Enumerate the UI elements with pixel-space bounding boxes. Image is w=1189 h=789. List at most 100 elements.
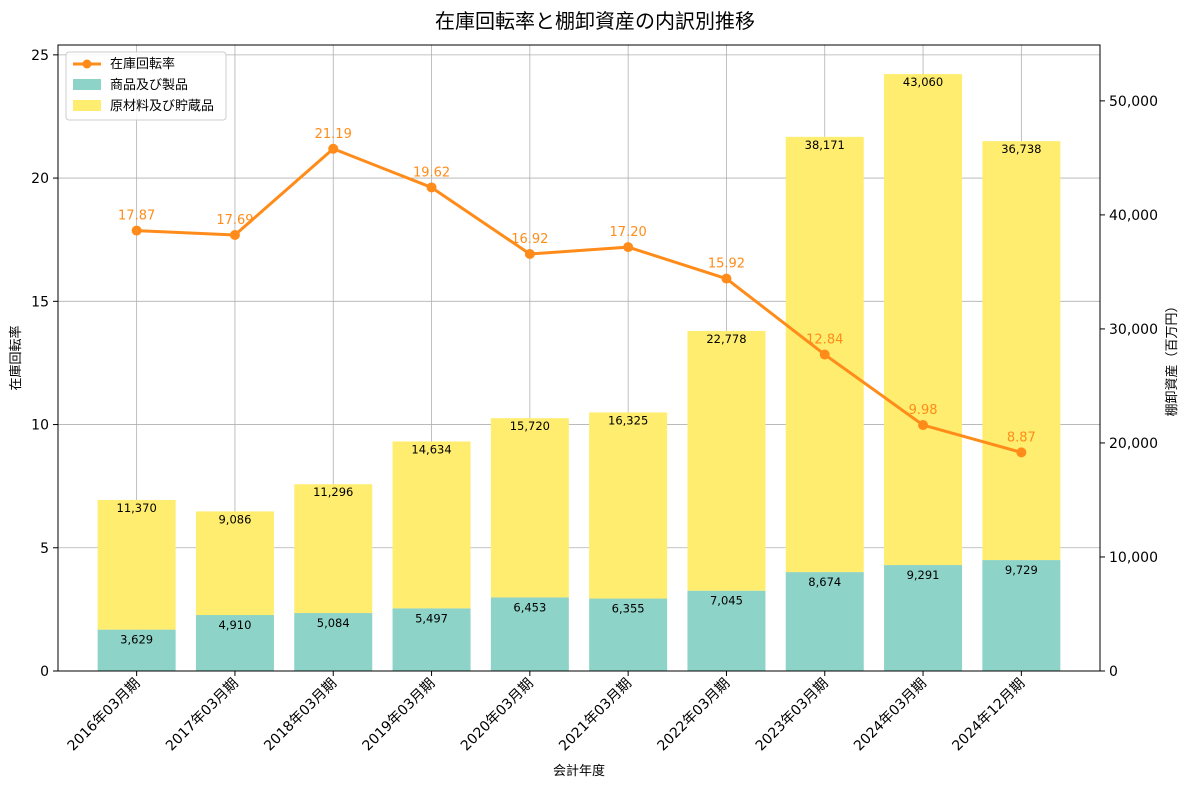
- x-tick-label: 2022年03月期: [654, 676, 733, 755]
- y-left-tick-label: 25: [31, 48, 49, 64]
- x-tick-label: 2023年03月期: [753, 676, 832, 755]
- bar-segment-materials: [294, 484, 373, 614]
- bar-value-label: 7,045: [710, 594, 743, 608]
- bar-value-label: 36,738: [1001, 142, 1041, 156]
- bar-segment-materials: [687, 330, 766, 591]
- bar-segment-products: [589, 598, 668, 671]
- turnover-value-label: 17.87: [118, 209, 155, 224]
- y-right-tick-label: 50,000: [1109, 94, 1158, 110]
- bar-segment-products: [982, 560, 1061, 671]
- x-tick-label: 2024年03月期: [851, 676, 930, 755]
- bar-value-label: 6,355: [612, 602, 645, 616]
- bar-value-label: 5,084: [317, 616, 350, 630]
- turnover-point: [328, 143, 339, 154]
- turnover-point: [1016, 447, 1027, 458]
- turnover-point: [524, 248, 535, 259]
- bar-value-label: 43,060: [903, 75, 943, 89]
- bar-segment-materials: [490, 418, 569, 598]
- bars: [97, 74, 1061, 671]
- bar-segment-materials: [392, 441, 471, 609]
- turnover-point: [721, 273, 732, 284]
- turnover-value-label: 15.92: [708, 257, 745, 272]
- bar-value-label: 14,634: [411, 442, 451, 456]
- bar-value-label: 15,720: [510, 419, 550, 433]
- y-right-tick-label: 10,000: [1109, 550, 1158, 566]
- bar-segment-products: [884, 565, 963, 671]
- y-right-tick-label: 20,000: [1109, 436, 1158, 452]
- bar-segment-materials: [97, 499, 176, 630]
- bar-segment-products: [392, 608, 471, 671]
- turnover-value-label: 17.20: [610, 225, 647, 240]
- y-left-tick-label: 0: [40, 664, 49, 680]
- chart-title: 在庫回転率と棚卸資産の内訳別推移: [435, 9, 755, 33]
- legend-label-materials: 原材料及び貯蔵品: [110, 99, 214, 114]
- turnover-value-label: 21.19: [315, 127, 352, 142]
- bar-segment-materials: [982, 141, 1061, 561]
- bar-value-label: 6,453: [513, 600, 546, 614]
- line: 17.87 17.69 21.19 19.62 16.92 17.20 15.92 12.84…: [118, 127, 1036, 458]
- y-right-tick-label: 30,000: [1109, 322, 1158, 338]
- turnover-value-label: 9.98: [909, 403, 938, 418]
- turnover-point: [131, 225, 142, 236]
- bar-value-label: 3,629: [120, 633, 153, 647]
- legend-line-marker: [82, 59, 92, 69]
- bar-value-label: 11,296: [313, 485, 353, 499]
- plot-frame: [57, 44, 1101, 672]
- bar-segment-materials: [195, 511, 274, 616]
- legend-label-turnover: 在庫回転率: [110, 56, 175, 72]
- y-left-tick-label: 15: [31, 294, 49, 310]
- bar-value-label: 4,910: [218, 618, 251, 632]
- x-axis-label: 会計年度: [553, 763, 605, 779]
- bar-value-label: 9,291: [907, 568, 940, 582]
- x-tick-label: 2021年03月期: [556, 676, 635, 755]
- bar-segment-products: [195, 615, 274, 671]
- turnover-value-label: 17.69: [216, 213, 253, 228]
- bar-value-label: 11,370: [117, 501, 157, 515]
- x-tick-label: 2019年03月期: [360, 676, 439, 755]
- y-right-tick-label: 40,000: [1109, 208, 1158, 224]
- turnover-point: [819, 349, 830, 360]
- x-tick-label: 2018年03月期: [261, 676, 340, 755]
- y-left-tick-label: 20: [31, 171, 49, 187]
- bar-value-label: 9,086: [218, 512, 251, 526]
- y-axis-right-label: 棚卸資産（百万円）: [1164, 299, 1180, 416]
- legend-box: [65, 51, 227, 121]
- bar-labels: 3,629 11,370 4,910 9,086 5,084 11,296 5,497 14,…: [117, 75, 1042, 647]
- bar-value-label: 5,497: [415, 611, 448, 625]
- y-left-tick-label: 10: [31, 418, 49, 434]
- turnover-point: [426, 182, 437, 193]
- x-tick-label: 2016年03月期: [65, 676, 144, 755]
- legend-label-products: 商品及び製品: [110, 78, 188, 93]
- bar-segment-products: [785, 572, 864, 671]
- bar-segment-products: [97, 629, 176, 671]
- x-tick-label: 2020年03月期: [458, 676, 537, 755]
- turnover-value-label: 8.87: [1007, 430, 1036, 445]
- bar-segment-materials: [884, 74, 963, 566]
- legend-swatch-products: [73, 79, 101, 90]
- x-tick-label: 2017年03月期: [163, 676, 242, 755]
- y-right-tick-label: 0: [1109, 664, 1118, 680]
- turnover-line: [136, 147, 1022, 454]
- bar-segment-products: [687, 590, 766, 671]
- bar-value-label: 22,778: [706, 332, 746, 346]
- turnover-point: [918, 420, 929, 431]
- turnover-point: [623, 242, 634, 253]
- turnover-value-label: 16.92: [511, 232, 548, 247]
- turnover-point: [229, 230, 240, 241]
- turnover-value-label: 12.84: [806, 333, 843, 348]
- y-left-tick-label: 5: [40, 541, 49, 557]
- bar-segment-products: [490, 597, 569, 671]
- y-axis-left-label: 在庫回転率: [8, 325, 24, 390]
- bar-value-label: 9,729: [1005, 563, 1038, 577]
- x-tick-label: 2024年12月期: [949, 676, 1028, 755]
- bar-value-label: 8,674: [808, 575, 841, 589]
- bar-value-label: 16,325: [608, 413, 648, 427]
- bar-value-label: 38,171: [805, 138, 845, 152]
- turnover-value-label: 19.62: [413, 165, 450, 180]
- legend-swatch-materials: [73, 100, 101, 111]
- bar-segment-products: [294, 613, 373, 671]
- bar-segment-materials: [589, 412, 668, 599]
